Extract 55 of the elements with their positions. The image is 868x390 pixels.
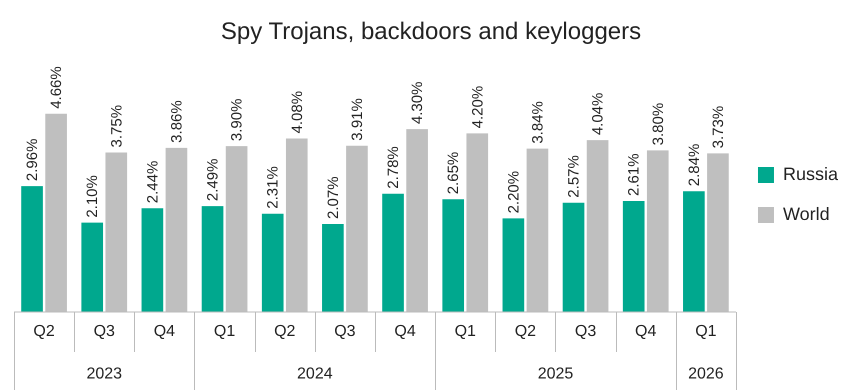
bar (683, 191, 705, 312)
x-tick-label: Q4 (394, 323, 416, 340)
bar (562, 202, 584, 312)
data-label: 2.78% (385, 146, 402, 189)
data-label: 4.04% (590, 92, 607, 136)
data-label: 4.66% (48, 66, 66, 109)
bar (382, 194, 404, 312)
bar (202, 206, 224, 312)
x-tick-label: Q2 (274, 323, 296, 340)
data-label: 3.86% (168, 100, 186, 143)
data-label: 3.75% (108, 104, 126, 148)
bar (21, 186, 43, 312)
x-tick-label: Q4 (635, 323, 657, 340)
data-label: 4.08% (288, 90, 306, 134)
bar (622, 200, 645, 312)
legend-label: World (782, 204, 830, 224)
data-label: 2.65% (445, 152, 462, 194)
x-tick-label: Q1 (214, 323, 236, 340)
text: 2023 (86, 365, 122, 382)
x-tick-label: Q1 (454, 323, 476, 340)
text: 2026 (688, 365, 724, 382)
data-label: 2.84% (686, 144, 703, 186)
text: 2025 (538, 365, 574, 382)
text: 2024 (297, 365, 333, 382)
data-label: 2.49% (204, 158, 222, 202)
data-label: 2.10% (84, 175, 102, 218)
data-label: 2.20% (505, 170, 522, 214)
data-label: 4.20% (469, 86, 486, 128)
data-label: 2.96% (24, 138, 42, 182)
x-tick-label: Q3 (574, 323, 596, 340)
data-label: 3.91% (348, 98, 366, 141)
data-label: 2.07% (324, 176, 342, 219)
data-label: 4.30% (409, 82, 426, 124)
x-tick-label: Q4 (154, 323, 176, 340)
data-label: 2.31% (264, 166, 282, 209)
bar (442, 199, 464, 312)
legend-label: Russia (782, 164, 839, 184)
x-tick-label: Q3 (94, 323, 116, 340)
bar (81, 222, 104, 312)
bar (322, 224, 344, 312)
x-tick-label: Q2 (33, 323, 55, 340)
data-label: 2.44% (144, 160, 162, 204)
data-label: 2.61% (626, 153, 643, 196)
chart-title: Spy Trojans, backdoors and keyloggers (220, 18, 642, 46)
x-tick-label: Q2 (514, 323, 536, 340)
bar (502, 218, 524, 312)
x-tick-label: Q1 (695, 323, 717, 340)
data-label: 3.90% (228, 98, 246, 142)
data-label: 3.73% (710, 106, 727, 148)
x-tick-label: Q3 (334, 323, 356, 340)
data-label: 2.57% (566, 155, 583, 198)
data-label: 3.80% (650, 102, 667, 146)
bar (262, 214, 284, 312)
bar (142, 208, 164, 312)
data-label: 3.84% (529, 101, 546, 144)
